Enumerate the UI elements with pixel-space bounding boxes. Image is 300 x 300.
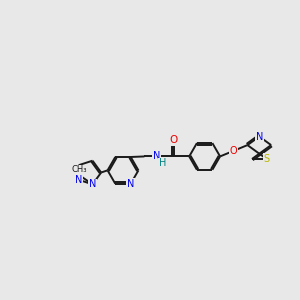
Text: H: H xyxy=(158,158,166,168)
Text: N: N xyxy=(75,175,82,185)
Text: CH₃: CH₃ xyxy=(72,166,87,175)
Text: N: N xyxy=(153,151,160,161)
Text: N: N xyxy=(127,179,134,189)
Text: O: O xyxy=(170,135,178,145)
Text: N: N xyxy=(256,131,263,142)
Text: S: S xyxy=(263,154,270,164)
Text: O: O xyxy=(230,146,238,156)
Text: N: N xyxy=(89,179,96,189)
